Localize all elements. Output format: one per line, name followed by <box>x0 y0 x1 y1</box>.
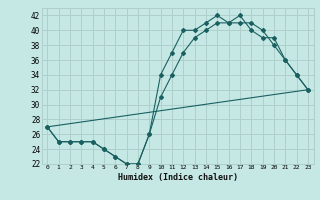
X-axis label: Humidex (Indice chaleur): Humidex (Indice chaleur) <box>118 173 237 182</box>
